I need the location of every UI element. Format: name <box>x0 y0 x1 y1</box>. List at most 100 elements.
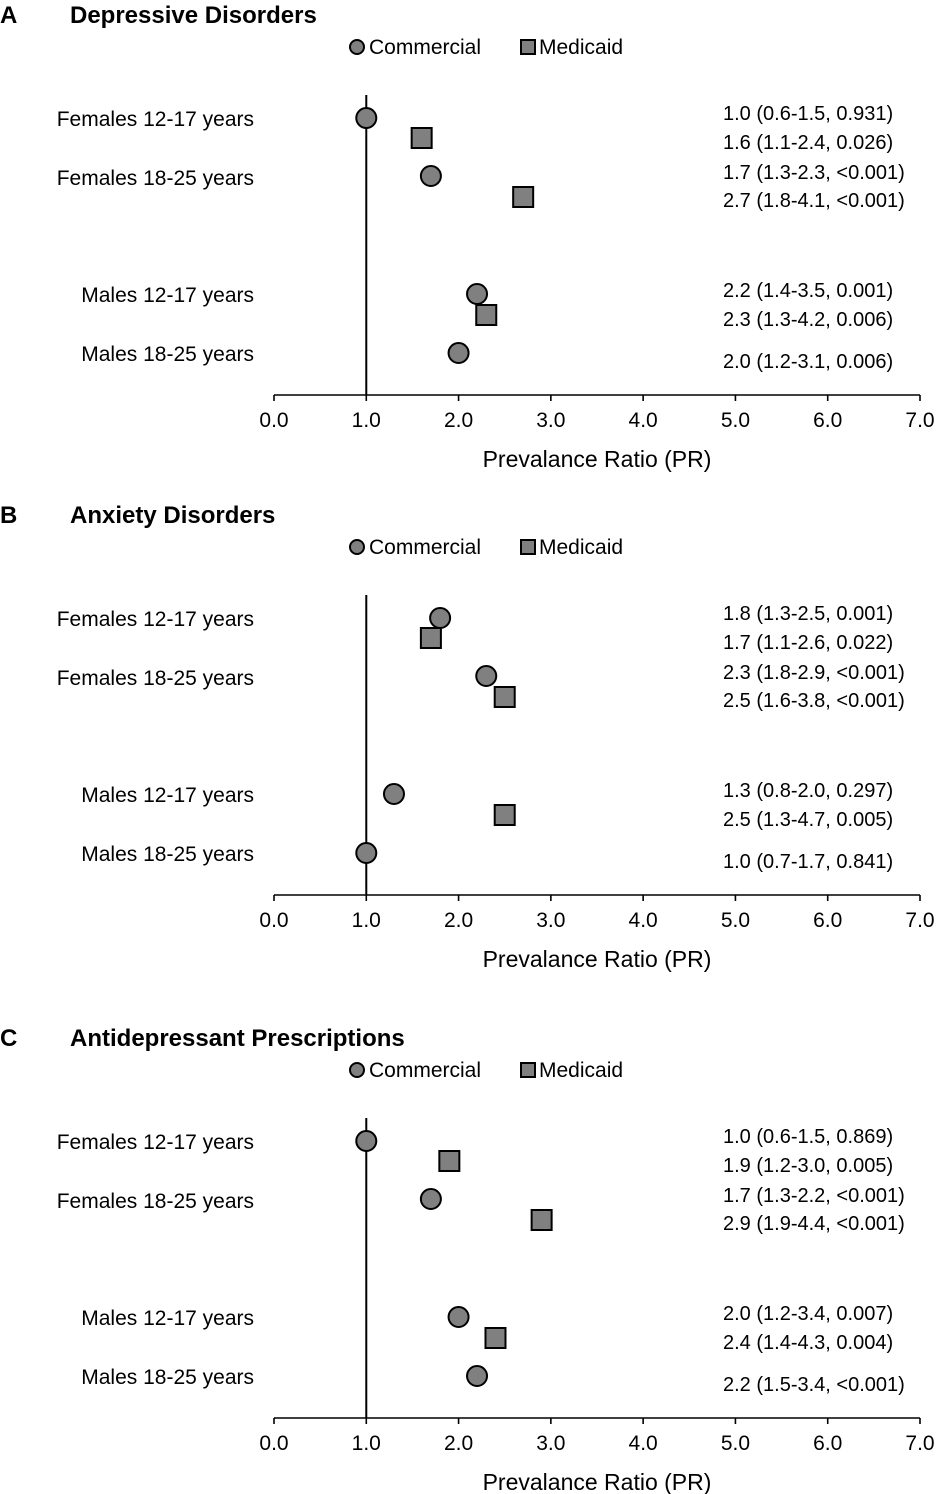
panel-depressive: A Depressive Disorders Commercial Medicaid 0… <box>0 2 935 472</box>
x-tick-label: 3.0 <box>536 409 565 432</box>
estimate-label: 2.2 (1.5-3.4, <0.001) <box>723 1374 905 1396</box>
legend-medicaid-marker <box>521 1063 535 1077</box>
x-tick-label: 3.0 <box>536 1432 565 1455</box>
x-tick-label: 4.0 <box>629 1432 658 1455</box>
row-label: Females 12-17 years <box>57 108 254 131</box>
x-tick-label: 1.0 <box>352 1432 381 1455</box>
row-label: Females 18-25 years <box>57 1190 254 1213</box>
x-tick-label: 7.0 <box>905 909 934 932</box>
row-label: Males 18-25 years <box>81 843 254 866</box>
commercial-point <box>356 1131 376 1151</box>
estimate-label: 1.3 (0.8-2.0, 0.297) <box>723 780 893 802</box>
row-label: Females 12-17 years <box>57 608 254 631</box>
commercial-point <box>356 843 376 863</box>
x-tick-label: 5.0 <box>721 1432 750 1455</box>
row-label: Females 12-17 years <box>57 1131 254 1154</box>
row-label: Males 18-25 years <box>81 343 254 366</box>
legend-commercial-label: Commercial <box>369 1059 481 1082</box>
medicaid-point <box>495 805 515 825</box>
x-tick-label: 1.0 <box>352 409 381 432</box>
x-tick-label: 0.0 <box>259 409 288 432</box>
panel-anxiety: B Anxiety Disorders Commercial Medicaid 0.0 1… <box>0 502 935 972</box>
row-label: Males 18-25 years <box>81 1366 254 1389</box>
x-tick-label: 4.0 <box>629 909 658 932</box>
estimate-label: 1.8 (1.3-2.5, 0.001) <box>723 603 893 625</box>
x-axis-label: Prevalance Ratio (PR) <box>483 1469 712 1494</box>
estimate-label: 2.9 (1.9-4.4, <0.001) <box>723 1213 905 1235</box>
estimate-label: 1.0 (0.7-1.7, 0.841) <box>723 851 893 873</box>
commercial-point <box>356 108 376 128</box>
legend-medicaid-label: Medicaid <box>539 536 623 559</box>
medicaid-point <box>421 628 441 648</box>
row-label: Males 12-17 years <box>81 1307 254 1330</box>
legend-medicaid-marker <box>521 40 535 54</box>
x-tick-label: 6.0 <box>813 409 842 432</box>
x-tick-label: 2.0 <box>444 1432 473 1455</box>
medicaid-point <box>495 687 515 707</box>
x-tick-label: 5.0 <box>721 909 750 932</box>
legend-commercial-marker <box>350 1063 364 1077</box>
x-tick-label: 7.0 <box>905 1432 934 1455</box>
commercial-point <box>384 784 404 804</box>
commercial-point <box>467 284 487 304</box>
commercial-point <box>430 608 450 628</box>
estimate-label: 2.3 (1.8-2.9, <0.001) <box>723 662 905 684</box>
estimate-label: 1.7 (1.3-2.3, <0.001) <box>723 162 905 184</box>
estimate-label: 1.7 (1.3-2.2, <0.001) <box>723 1185 905 1207</box>
x-tick-label: 7.0 <box>905 409 934 432</box>
estimate-label: 1.7 (1.1-2.6, 0.022) <box>723 632 893 654</box>
estimate-label: 1.6 (1.1-2.4, 0.026) <box>723 132 893 154</box>
estimate-label: 2.3 (1.3-4.2, 0.006) <box>723 309 893 331</box>
medicaid-point <box>476 305 496 325</box>
commercial-point <box>421 166 441 186</box>
estimate-label: 2.0 (1.2-3.4, 0.007) <box>723 1303 893 1325</box>
panel-title: Antidepressant Prescriptions <box>70 1025 405 1052</box>
panel-title: Depressive Disorders <box>70 2 317 29</box>
x-tick-label: 6.0 <box>813 909 842 932</box>
commercial-point <box>476 666 496 686</box>
commercial-point <box>449 343 469 363</box>
legend-medicaid-marker <box>521 540 535 554</box>
x-tick-label: 0.0 <box>259 1432 288 1455</box>
row-label: Females 18-25 years <box>57 667 254 690</box>
commercial-point <box>449 1307 469 1327</box>
medicaid-point <box>412 128 432 148</box>
x-tick-label: 6.0 <box>813 1432 842 1455</box>
legend-medicaid-label: Medicaid <box>539 1059 623 1082</box>
medicaid-point <box>485 1328 505 1348</box>
estimate-label: 1.9 (1.2-3.0, 0.005) <box>723 1155 893 1177</box>
legend-commercial-marker <box>350 40 364 54</box>
panel-antidepressant: C Antidepressant Prescriptions Commercial M… <box>0 1025 935 1494</box>
row-label: Males 12-17 years <box>81 284 254 307</box>
estimate-label: 2.0 (1.2-3.1, 0.006) <box>723 351 893 373</box>
x-tick-label: 5.0 <box>721 409 750 432</box>
estimate-label: 2.2 (1.4-3.5, 0.001) <box>723 280 893 302</box>
legend-medicaid-label: Medicaid <box>539 36 623 59</box>
estimate-label: 1.0 (0.6-1.5, 0.869) <box>723 1126 893 1148</box>
medicaid-point <box>532 1210 552 1230</box>
panel-letter: C <box>0 1025 17 1052</box>
x-tick-label: 2.0 <box>444 909 473 932</box>
commercial-point <box>467 1366 487 1386</box>
row-label: Females 18-25 years <box>57 167 254 190</box>
x-tick-label: 4.0 <box>629 409 658 432</box>
commercial-point <box>421 1189 441 1209</box>
estimate-label: 2.5 (1.3-4.7, 0.005) <box>723 809 893 831</box>
medicaid-point <box>439 1151 459 1171</box>
legend-commercial-label: Commercial <box>369 36 481 59</box>
row-label: Males 12-17 years <box>81 784 254 807</box>
estimate-label: 2.7 (1.8-4.1, <0.001) <box>723 190 905 212</box>
x-tick-label: 0.0 <box>259 909 288 932</box>
x-tick-label: 1.0 <box>352 909 381 932</box>
panel-letter: B <box>0 502 17 529</box>
forest-plot-figure: A Depressive Disorders Commercial Medicaid 0… <box>0 0 940 1494</box>
x-axis-label: Prevalance Ratio (PR) <box>483 446 712 472</box>
medicaid-point <box>513 187 533 207</box>
estimate-label: 2.4 (1.4-4.3, 0.004) <box>723 1332 893 1354</box>
x-tick-label: 3.0 <box>536 909 565 932</box>
estimate-label: 1.0 (0.6-1.5, 0.931) <box>723 103 893 125</box>
estimate-label: 2.5 (1.6-3.8, <0.001) <box>723 690 905 712</box>
x-axis-label: Prevalance Ratio (PR) <box>483 946 712 972</box>
panel-letter: A <box>0 2 17 29</box>
x-tick-label: 2.0 <box>444 409 473 432</box>
